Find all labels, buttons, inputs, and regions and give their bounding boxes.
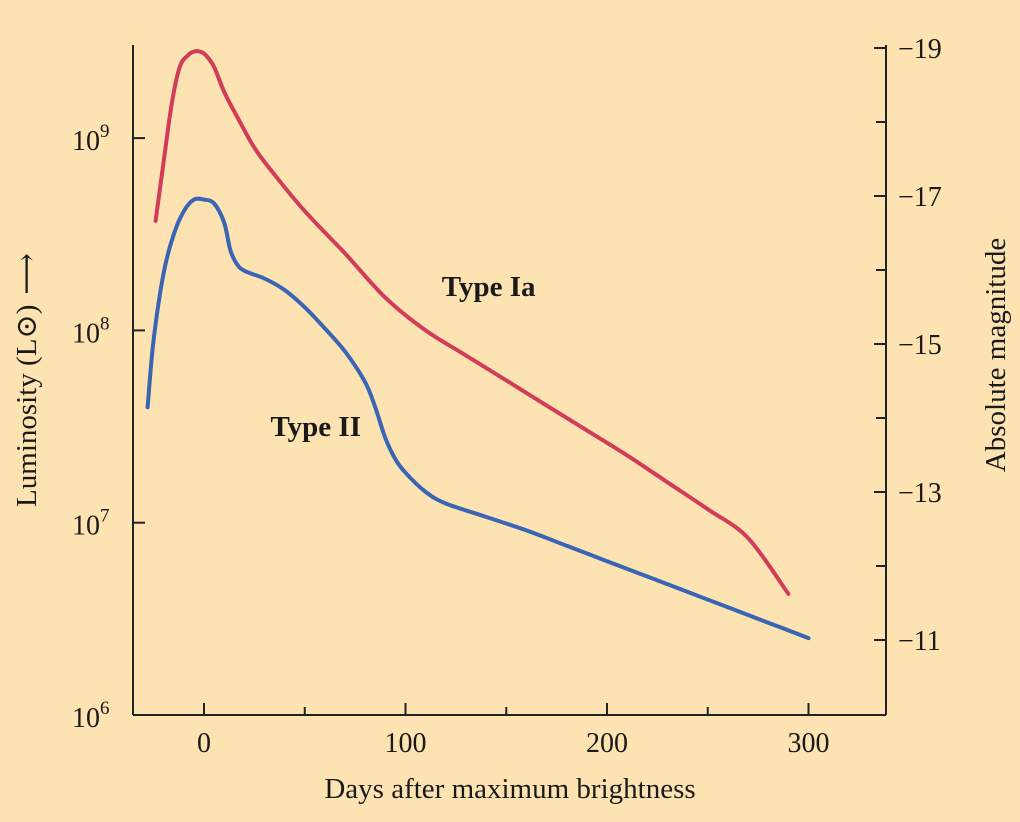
y-tick-label: 106	[72, 698, 110, 734]
y-tick-label: 108	[72, 313, 110, 349]
right-tick-label: −11	[898, 626, 941, 657]
y-tick-label: 109	[72, 121, 110, 157]
series-label: Type II	[270, 411, 361, 443]
series-line-type-ia	[153, 49, 791, 596]
axes	[132, 45, 887, 716]
x-tick-label: 100	[385, 728, 427, 759]
up-arrow-icon: ⟶	[11, 253, 43, 295]
x-tick-label: 200	[586, 728, 628, 759]
right-axis-title: Absolute magnitude	[980, 238, 1012, 472]
x-axis-title: Days after maximum brightness	[324, 773, 695, 805]
right-tick-label: −19	[898, 34, 942, 65]
series-line-type-ii	[145, 196, 811, 641]
left-axis-title-text: Luminosity (L⊙)	[11, 305, 43, 507]
left-axis-title: Luminosity (L⊙) ⟶	[11, 253, 43, 507]
series-label: Type Ia	[442, 271, 536, 303]
right-tick-label: −15	[898, 330, 942, 361]
x-tick-label: 0	[197, 728, 211, 759]
ticks: 0 100 200 300 106 107 108 109 −19 −17 −15 −13 −11	[72, 34, 942, 759]
x-tick-label: 300	[788, 728, 830, 759]
right-tick-label: −13	[898, 478, 942, 509]
series: Type Ia Type II	[145, 49, 811, 641]
labels: Days after maximum brightness Luminosity…	[11, 238, 1012, 805]
right-tick-label: −17	[898, 182, 942, 213]
y-tick-label: 107	[72, 506, 110, 542]
